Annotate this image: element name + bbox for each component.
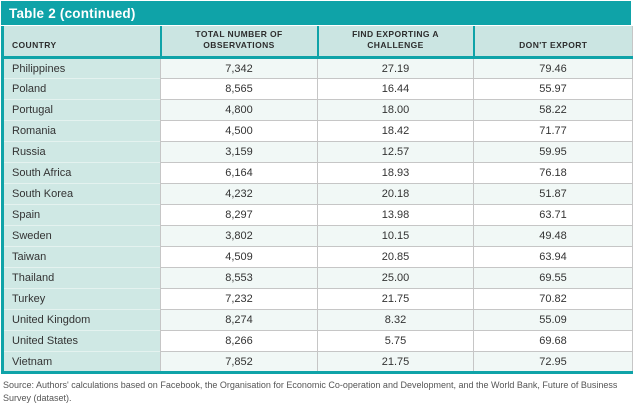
observations-cell: 8,565 xyxy=(160,78,318,100)
observations-cell: 4,800 xyxy=(160,99,318,121)
challenge-cell: 25.00 xyxy=(317,267,474,289)
country-cell: Vietnam xyxy=(2,351,161,373)
table-row: Thailand 8,553 25.00 69.55 xyxy=(2,267,633,289)
dont-export-cell: 69.68 xyxy=(473,330,633,352)
dont-export-cell: 55.09 xyxy=(473,309,633,331)
challenge-cell: 10.15 xyxy=(317,225,474,247)
table-row: Russia 3,159 12.57 59.95 xyxy=(2,141,633,163)
country-cell: Romania xyxy=(2,120,161,142)
observations-cell: 8,297 xyxy=(160,204,318,226)
table-row: Vietnam 7,852 21.75 72.95 xyxy=(2,351,633,373)
country-cell: Turkey xyxy=(2,288,161,310)
observations-cell: 8,274 xyxy=(160,309,318,331)
challenge-cell: 16.44 xyxy=(317,78,474,100)
challenge-cell: 27.19 xyxy=(317,57,474,79)
observations-cell: 4,509 xyxy=(160,246,318,268)
dont-export-cell: 63.94 xyxy=(473,246,633,268)
observations-cell: 8,266 xyxy=(160,330,318,352)
dont-export-cell: 69.55 xyxy=(473,267,633,289)
dont-export-cell: 63.71 xyxy=(473,204,633,226)
challenge-cell: 21.75 xyxy=(317,288,474,310)
observations-cell: 4,232 xyxy=(160,183,318,205)
table-row: Poland 8,565 16.44 55.97 xyxy=(2,78,633,100)
table-row: Turkey 7,232 21.75 70.82 xyxy=(2,288,633,310)
table-title: Table 2 (continued) xyxy=(1,1,631,26)
challenge-cell: 12.57 xyxy=(317,141,474,163)
observations-cell: 6,164 xyxy=(160,162,318,184)
country-cell: South Africa xyxy=(2,162,161,184)
table-row: United Kingdom 8,274 8.32 55.09 xyxy=(2,309,633,331)
table-row: Taiwan 4,509 20.85 63.94 xyxy=(2,246,633,268)
data-table: COUNTRY TOTAL NUMBER OF OBSERVATIONS FIN… xyxy=(1,26,633,375)
challenge-cell: 21.75 xyxy=(317,351,474,373)
dont-export-cell: 72.95 xyxy=(473,351,633,373)
header-row: COUNTRY TOTAL NUMBER OF OBSERVATIONS FIN… xyxy=(2,26,633,60)
country-cell: Thailand xyxy=(2,267,161,289)
table-row: South Korea 4,232 20.18 51.87 xyxy=(2,183,633,205)
challenge-cell: 5.75 xyxy=(317,330,474,352)
country-cell: Russia xyxy=(2,141,161,163)
table-row: Portugal 4,800 18.00 58.22 xyxy=(2,99,633,121)
dont-export-cell: 70.82 xyxy=(473,288,633,310)
country-cell: Sweden xyxy=(2,225,161,247)
observations-cell: 4,500 xyxy=(160,120,318,142)
observations-cell: 3,802 xyxy=(160,225,318,247)
observations-cell: 3,159 xyxy=(160,141,318,163)
country-cell: Taiwan xyxy=(2,246,161,268)
challenge-cell: 20.85 xyxy=(317,246,474,268)
challenge-cell: 13.98 xyxy=(317,204,474,226)
dont-export-cell: 51.87 xyxy=(473,183,633,205)
country-cell: South Korea xyxy=(2,183,161,205)
observations-cell: 7,342 xyxy=(160,57,318,79)
table-row: Spain 8,297 13.98 63.71 xyxy=(2,204,633,226)
column-header-dont-export: DON'T EXPORT xyxy=(473,26,633,60)
dont-export-cell: 76.18 xyxy=(473,162,633,184)
country-cell: Philippines xyxy=(2,57,161,79)
dont-export-cell: 49.48 xyxy=(473,225,633,247)
table-body: Philippines 7,342 27.19 79.46 Poland 8,5… xyxy=(2,57,633,373)
table-row: South Africa 6,164 18.93 76.18 xyxy=(2,162,633,184)
column-header-challenge: FIND EXPORTING A CHALLENGE xyxy=(317,26,475,60)
column-header-country: COUNTRY xyxy=(2,26,162,60)
challenge-cell: 8.32 xyxy=(317,309,474,331)
dont-export-cell: 59.95 xyxy=(473,141,633,163)
dont-export-cell: 58.22 xyxy=(473,99,633,121)
country-cell: Portugal xyxy=(2,99,161,121)
table-row: Romania 4,500 18.42 71.77 xyxy=(2,120,633,142)
dont-export-cell: 79.46 xyxy=(473,57,633,79)
source-note: Source: Authors' calculations based on F… xyxy=(3,380,618,404)
challenge-cell: 18.00 xyxy=(317,99,474,121)
challenge-cell: 18.93 xyxy=(317,162,474,184)
table-row: Philippines 7,342 27.19 79.46 xyxy=(2,57,633,79)
country-cell: Spain xyxy=(2,204,161,226)
dont-export-cell: 71.77 xyxy=(473,120,633,142)
table-row: United States 8,266 5.75 69.68 xyxy=(2,330,633,352)
challenge-cell: 20.18 xyxy=(317,183,474,205)
table-row: Sweden 3,802 10.15 49.48 xyxy=(2,225,633,247)
country-cell: United States xyxy=(2,330,161,352)
country-cell: Poland xyxy=(2,78,161,100)
observations-cell: 7,852 xyxy=(160,351,318,373)
observations-cell: 7,232 xyxy=(160,288,318,310)
dont-export-cell: 55.97 xyxy=(473,78,633,100)
column-header-observations: TOTAL NUMBER OF OBSERVATIONS xyxy=(160,26,319,60)
challenge-cell: 18.42 xyxy=(317,120,474,142)
observations-cell: 8,553 xyxy=(160,267,318,289)
table-header: COUNTRY TOTAL NUMBER OF OBSERVATIONS FIN… xyxy=(2,26,633,60)
country-cell: United Kingdom xyxy=(2,309,161,331)
